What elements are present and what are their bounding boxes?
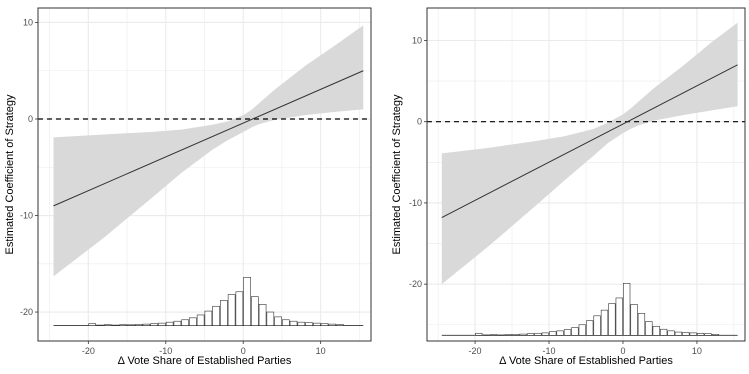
panel-1: -20 -10 0 10 -20 -10 0 10 Δ Vote Share of Establ… <box>4 7 372 367</box>
x-tick-label: -10 <box>159 346 172 356</box>
histogram-bar <box>563 329 572 336</box>
histogram-bar <box>600 309 609 336</box>
histogram-bar <box>475 332 483 336</box>
x-tick-label: 10 <box>692 346 702 356</box>
histogram-bar <box>196 314 205 326</box>
histogram-bar <box>660 328 668 336</box>
histogram-bar <box>512 334 520 336</box>
histogram-bar <box>274 316 282 326</box>
histogram-bar <box>111 324 120 326</box>
histogram-bar <box>282 319 290 326</box>
histogram-bar <box>165 321 174 326</box>
histogram-bar <box>258 304 267 326</box>
histogram-bar <box>235 291 244 326</box>
histogram-bar <box>652 326 660 336</box>
y-tick-label: 0 <box>417 117 422 127</box>
histogram-bar <box>630 304 638 336</box>
y-tick-label: -10 <box>409 198 422 208</box>
histogram-bar <box>127 324 135 326</box>
histogram-bar <box>158 322 166 326</box>
x-tick-label: 0 <box>620 346 625 356</box>
histogram-bar <box>204 310 213 326</box>
histogram <box>441 283 738 336</box>
histogram-bar <box>519 333 527 336</box>
histogram-bar <box>645 321 653 336</box>
histogram-bar <box>482 334 490 336</box>
x-axis-title: Δ Vote Share of Established Parties <box>499 355 673 367</box>
histogram-bar <box>549 331 557 336</box>
histogram-bar <box>615 297 623 336</box>
x-tick-label: 10 <box>316 346 326 356</box>
y-tick-label: 10 <box>412 35 422 45</box>
histogram-bar <box>103 324 112 326</box>
x-axis-title: Δ Vote Share of Established Parties <box>118 355 292 367</box>
histogram-bar <box>504 334 512 336</box>
histogram-bar <box>526 333 535 336</box>
histogram-bar <box>696 332 705 336</box>
x-tick-label: -20 <box>469 346 482 356</box>
histogram-bar <box>173 320 182 326</box>
estimate-line <box>53 70 364 207</box>
histogram-bar <box>682 332 690 336</box>
histogram-bar <box>305 322 313 326</box>
panel-2: -20 -10 0 10 -20 -10 0 10 Δ Vote Share of Establ… <box>391 7 746 367</box>
histogram-bar <box>593 315 601 336</box>
histogram-bar <box>119 324 127 326</box>
histogram-bar <box>667 330 675 336</box>
histogram-bar <box>181 319 189 326</box>
histogram-bar <box>142 323 151 326</box>
histogram-bar <box>251 296 259 326</box>
y-tick-label: 10 <box>23 17 33 27</box>
histogram-bar <box>489 334 498 336</box>
plot-frame <box>37 7 372 342</box>
histogram-bar <box>189 317 197 326</box>
histogram-bar <box>623 283 631 336</box>
histogram-bar <box>320 323 329 326</box>
y-tick-label: -10 <box>20 211 33 221</box>
histogram-bar <box>297 321 306 326</box>
y-tick-label: -20 <box>20 307 33 317</box>
histogram-bar <box>704 333 712 336</box>
histogram-bar <box>711 334 720 336</box>
x-tick-label: -20 <box>82 346 95 356</box>
y-axis-title: Estimated Coefficient of Strategy <box>391 94 403 254</box>
histogram-bar <box>96 324 104 326</box>
histogram-bar <box>608 303 616 336</box>
histogram-bar <box>541 332 549 336</box>
histogram-bar <box>243 276 251 326</box>
histogram-bar <box>328 323 337 326</box>
histogram-bar <box>689 332 697 336</box>
y-tick-label: 0 <box>28 114 33 124</box>
x-tick-label: 0 <box>241 346 246 356</box>
histogram-bar <box>637 313 646 336</box>
histogram-bar <box>266 311 275 326</box>
histogram <box>53 276 364 326</box>
histogram-bar <box>497 334 505 336</box>
histogram-bar <box>556 330 564 336</box>
histogram-bar <box>150 323 158 326</box>
histogram-bar <box>227 294 236 326</box>
histogram-bar <box>212 305 220 326</box>
histogram-bar <box>336 324 344 326</box>
histogram-bar <box>571 327 579 336</box>
y-axis-title: Estimated Coefficient of Strategy <box>4 94 16 254</box>
histogram-bar <box>220 300 228 326</box>
confidence-band <box>53 25 364 277</box>
histogram-bar <box>586 320 594 336</box>
histogram-bar <box>88 323 96 326</box>
histogram-bar <box>534 332 542 336</box>
histogram-bar <box>134 324 143 326</box>
histogram-bar <box>289 320 298 326</box>
plot-frame <box>426 7 746 342</box>
histogram-bar <box>674 331 683 336</box>
histogram-bar <box>578 324 586 336</box>
confidence-band <box>441 22 738 285</box>
x-tick-label: -10 <box>543 346 556 356</box>
y-tick-label: -20 <box>409 279 422 289</box>
estimate-line <box>441 64 738 218</box>
histogram-bar <box>313 322 321 326</box>
